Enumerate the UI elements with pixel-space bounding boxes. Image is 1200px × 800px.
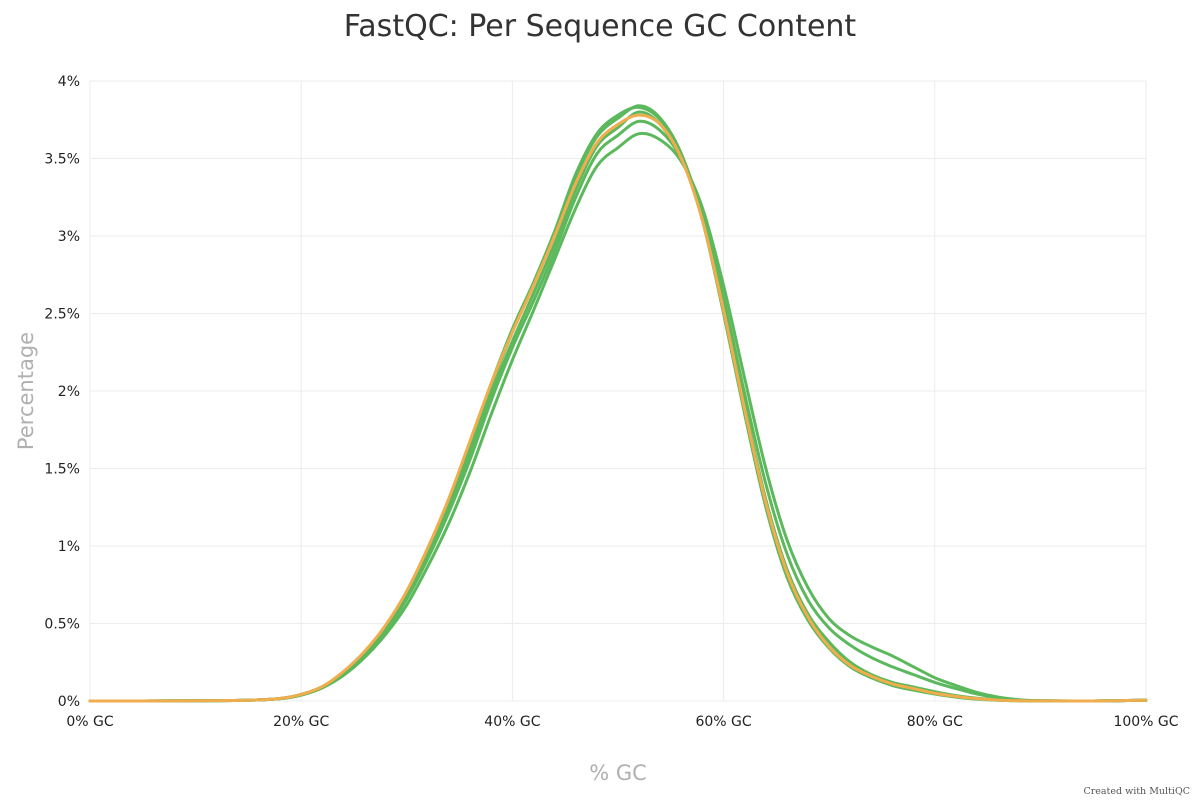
x-tick-label: 100% GC [1113,714,1178,730]
x-axis-title: % GC [589,761,647,785]
grid [89,80,1147,702]
x-tick-label: 20% GC [273,714,329,730]
y-tick-label: 1% [58,539,80,555]
y-tick-label: 1.5% [44,462,80,478]
x-tick-label: 0% GC [66,714,114,730]
chart-title: FastQC: Per Sequence GC Content [344,9,857,44]
y-tick-label: 0.5% [44,617,80,633]
x-tick-label: 80% GC [907,714,963,730]
x-axis-ticks: 0% GC 20% GC 40% GC 60% GC 80% GC 100% GC [66,714,1178,730]
series-layer [88,104,1148,703]
y-tick-label: 0% [58,694,80,710]
x-tick-label: 60% GC [695,714,751,730]
x-tick-label: 40% GC [484,714,540,730]
series-line-6[interactable] [88,113,1148,703]
y-tick-label: 2% [58,384,80,400]
y-axis-ticks: 0% 0.5% 1% 1.5% 2% 2.5% 3% 3.5% 4% [44,74,80,710]
series-line-3[interactable] [88,131,1148,703]
y-tick-label: 4% [58,74,80,90]
y-tick-label: 3% [58,229,80,245]
credit-text: Created with MultiQC [1083,786,1190,797]
y-tick-label: 3.5% [44,152,80,168]
y-axis-title: Percentage [14,332,38,450]
y-tick-label: 2.5% [44,307,80,323]
